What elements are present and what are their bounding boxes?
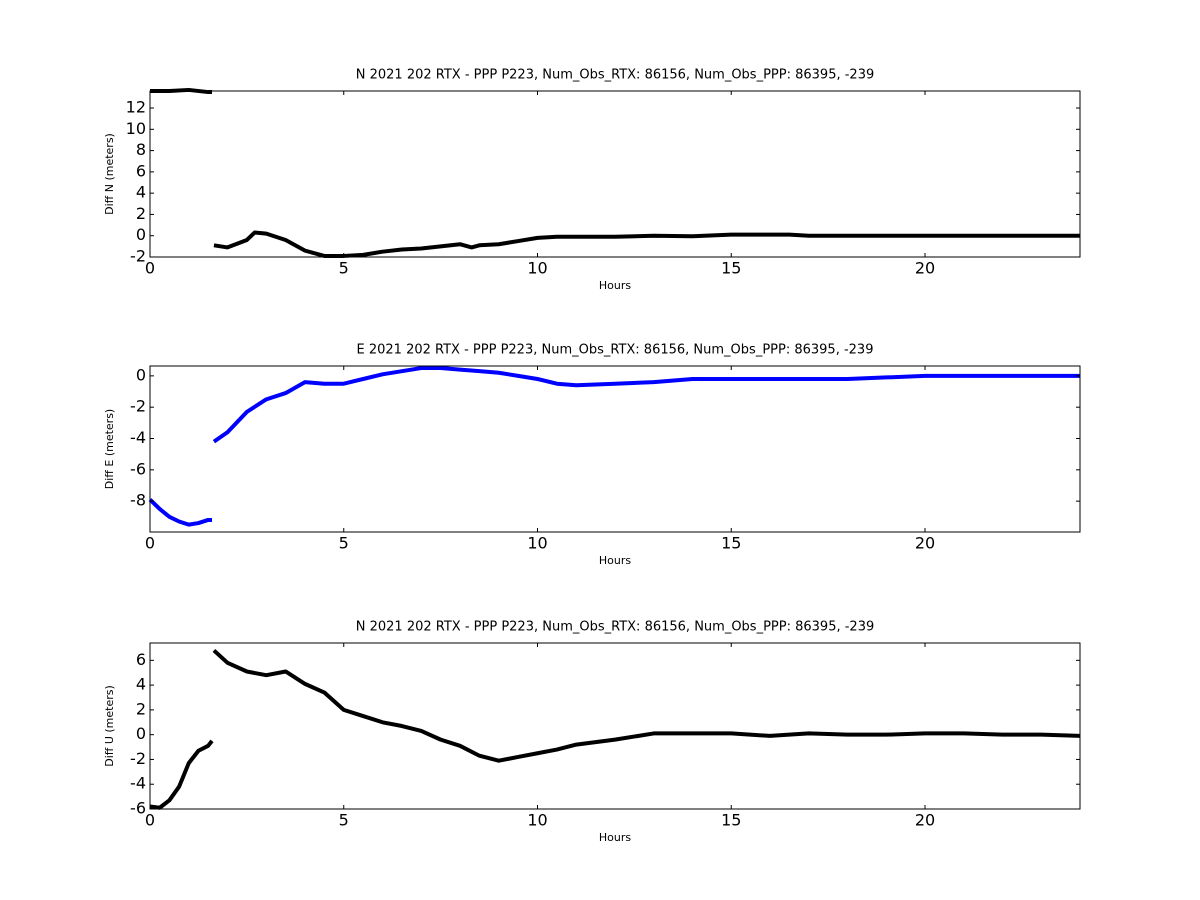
chart-title: E 2021 202 RTX - PPP P223, Num_Obs_RTX: … <box>357 343 874 358</box>
x-tick-label: 5 <box>339 259 349 278</box>
x-tick-label: 0 <box>145 259 155 278</box>
y-tick-label: -2 <box>130 397 146 416</box>
y-tick-label: 2 <box>136 699 146 718</box>
y-tick-label: -6 <box>130 799 146 818</box>
plot-frame <box>149 642 1081 810</box>
data-line <box>149 648 1081 810</box>
y-tick-label: -8 <box>130 491 146 510</box>
y-tick-label: 2 <box>136 204 146 223</box>
x-tick-label: 5 <box>339 534 349 553</box>
x-tick-label: 15 <box>721 811 741 830</box>
y-tick-label: 0 <box>136 225 146 244</box>
y-tick-label: -4 <box>130 428 146 447</box>
y-tick-label: 6 <box>136 161 146 180</box>
x-tick-label: 20 <box>915 534 935 553</box>
x-tick-label: 5 <box>339 811 349 830</box>
y-tick-label: 0 <box>136 724 146 743</box>
x-tick-label: 10 <box>527 259 547 278</box>
x-axis-label: Hours <box>599 279 631 292</box>
data-line <box>150 87 1080 258</box>
y-tick-label: 6 <box>136 650 146 669</box>
y-tick-label: 10 <box>126 119 146 138</box>
x-tick-label: 10 <box>527 534 547 553</box>
x-tick-label: 0 <box>145 534 155 553</box>
y-tick-label: 0 <box>136 365 146 384</box>
chart-title: N 2021 202 RTX - PPP P223, Num_Obs_RTX: … <box>356 620 874 635</box>
x-axis-label: Hours <box>599 554 631 567</box>
y-tick-label: 8 <box>136 140 146 159</box>
y-axis-label: Diff U (meters) <box>103 685 116 767</box>
y-axis-label: Diff E (meters) <box>103 409 116 489</box>
y-tick-label: -2 <box>130 749 146 768</box>
x-tick-label: 20 <box>915 811 935 830</box>
x-tick-label: 15 <box>721 534 741 553</box>
plot-frame <box>149 90 1081 258</box>
x-tick-label: 20 <box>915 259 935 278</box>
y-tick-label: 4 <box>136 183 146 202</box>
data-line <box>148 366 1080 527</box>
plot-frame <box>149 365 1081 533</box>
chart-title: N 2021 202 RTX - PPP P223, Num_Obs_RTX: … <box>356 68 874 83</box>
y-tick-label: 12 <box>126 98 146 117</box>
y-tick-label: -2 <box>130 247 146 266</box>
y-axis-label: Diff N (meters) <box>103 133 116 215</box>
x-tick-label: 10 <box>527 811 547 830</box>
y-tick-label: -6 <box>130 459 146 478</box>
x-tick-label: 0 <box>145 811 155 830</box>
y-tick-label: -4 <box>130 774 146 793</box>
x-axis-label: Hours <box>599 831 631 844</box>
y-tick-label: 4 <box>136 675 146 694</box>
x-tick-label: 15 <box>721 259 741 278</box>
